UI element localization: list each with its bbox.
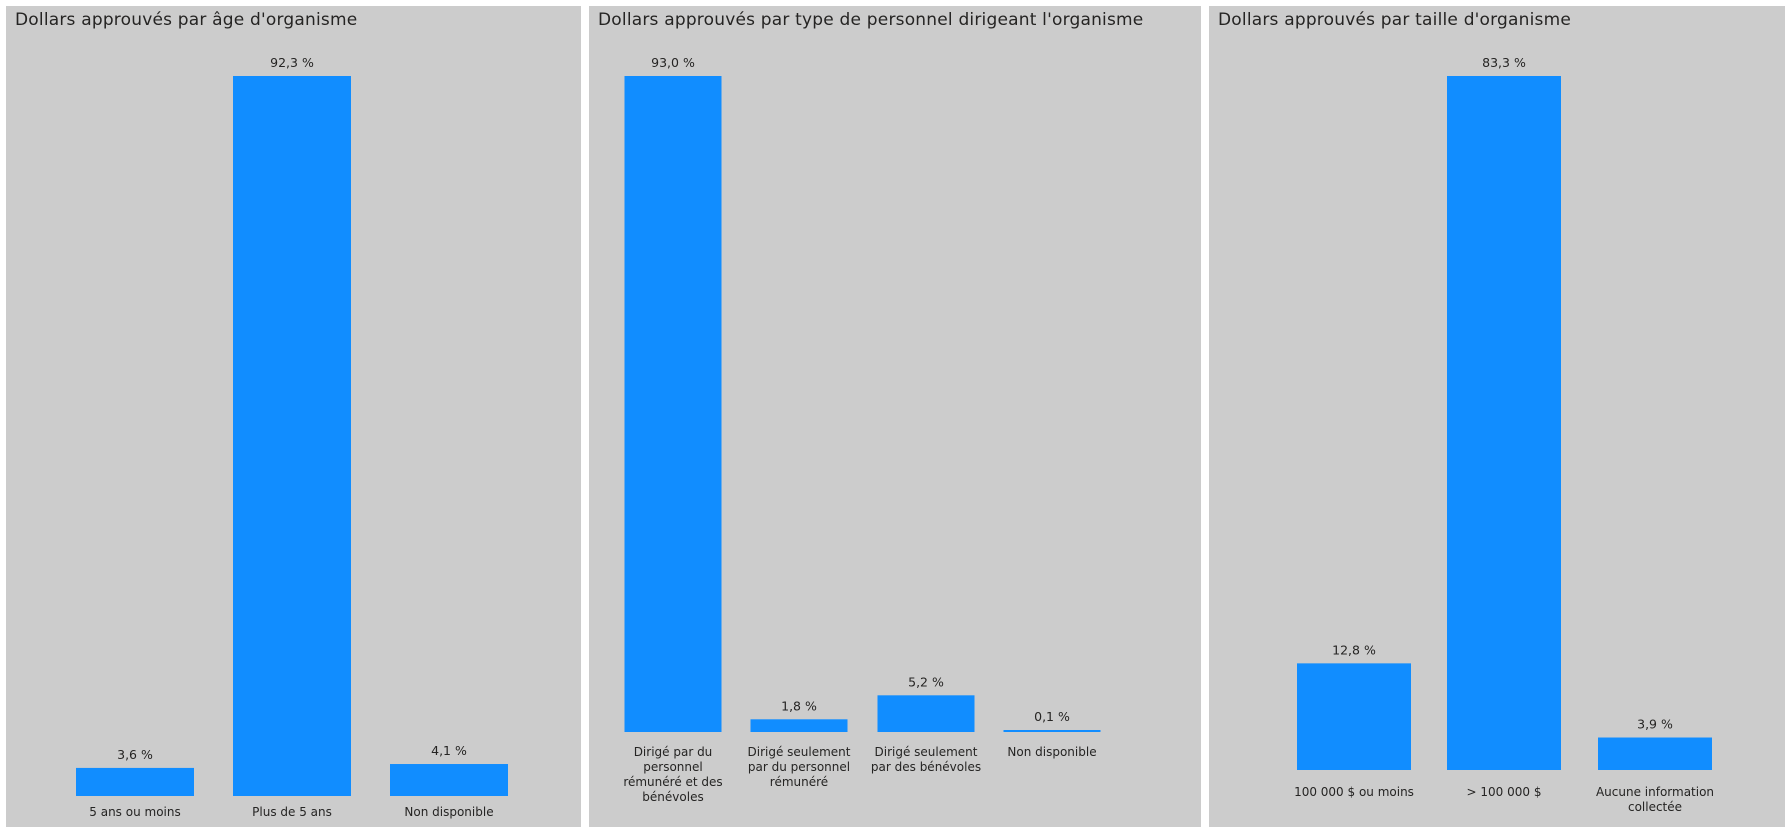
bar-chart-personnel: 93,0 % Dirigé par du personnel rémunéré et … [623,55,1101,804]
category-label: 100 000 $ ou moins [1294,785,1414,799]
data-label: 5,2 % [908,674,944,689]
bar[interactable] [1447,76,1561,770]
data-label: 3,9 % [1637,717,1673,732]
category-label: Non disponible [1007,745,1096,759]
bar[interactable] [624,76,722,732]
data-label: 3,6 % [117,747,153,762]
category-label: Dirigé seulement par du personnel rémunéré [748,745,851,789]
data-label: 0,1 % [1034,709,1070,724]
data-label: 92,3 % [270,55,314,70]
category-label: Dirigé seulement par des bénévoles [871,745,981,774]
bar[interactable] [390,764,508,796]
bar[interactable] [76,767,194,796]
data-label: 93,0 % [651,55,695,70]
bar-chart-age: 3,6 % 5 ans ou moins 92,3 % Plus de 5 ans 4,… [76,55,508,819]
chart-title: Dollars approuvés par âge d'organisme [15,10,358,30]
bar-chart-taille: 12,8 % 100 000 $ ou moins 83,3 % > 100 000 … [1294,55,1714,814]
category-label: Plus de 5 ans [252,805,332,819]
category-label: Non disponible [404,805,493,819]
data-label: 1,8 % [781,698,817,713]
bar[interactable] [1297,663,1411,770]
data-label: 12,8 % [1332,642,1376,657]
chart-title: Dollars approuvés par taille d'organisme [1218,10,1572,30]
category-label: 5 ans ou moins [89,805,180,819]
chart-panel-personnel: Dollars approuvés par type de personnel … [589,6,1201,827]
category-label: Aucune information collectée [1596,785,1714,814]
bar[interactable] [750,719,848,732]
category-label: Dirigé par du personnel rémunéré et des bén… [623,745,722,804]
data-label: 4,1 % [431,743,467,758]
chart-panel-age: Dollars approuvés par âge d'organisme 3,… [6,6,581,827]
data-label: 83,3 % [1482,55,1526,70]
bar[interactable] [233,76,351,796]
chart-title: Dollars approuvés par type de personnel … [598,10,1144,30]
chart-panel-taille: Dollars approuvés par taille d'organisme… [1209,6,1785,827]
bar[interactable] [1598,737,1712,770]
category-label: > 100 000 $ [1467,785,1542,799]
bar[interactable] [877,695,975,732]
bar[interactable] [1003,730,1101,732]
